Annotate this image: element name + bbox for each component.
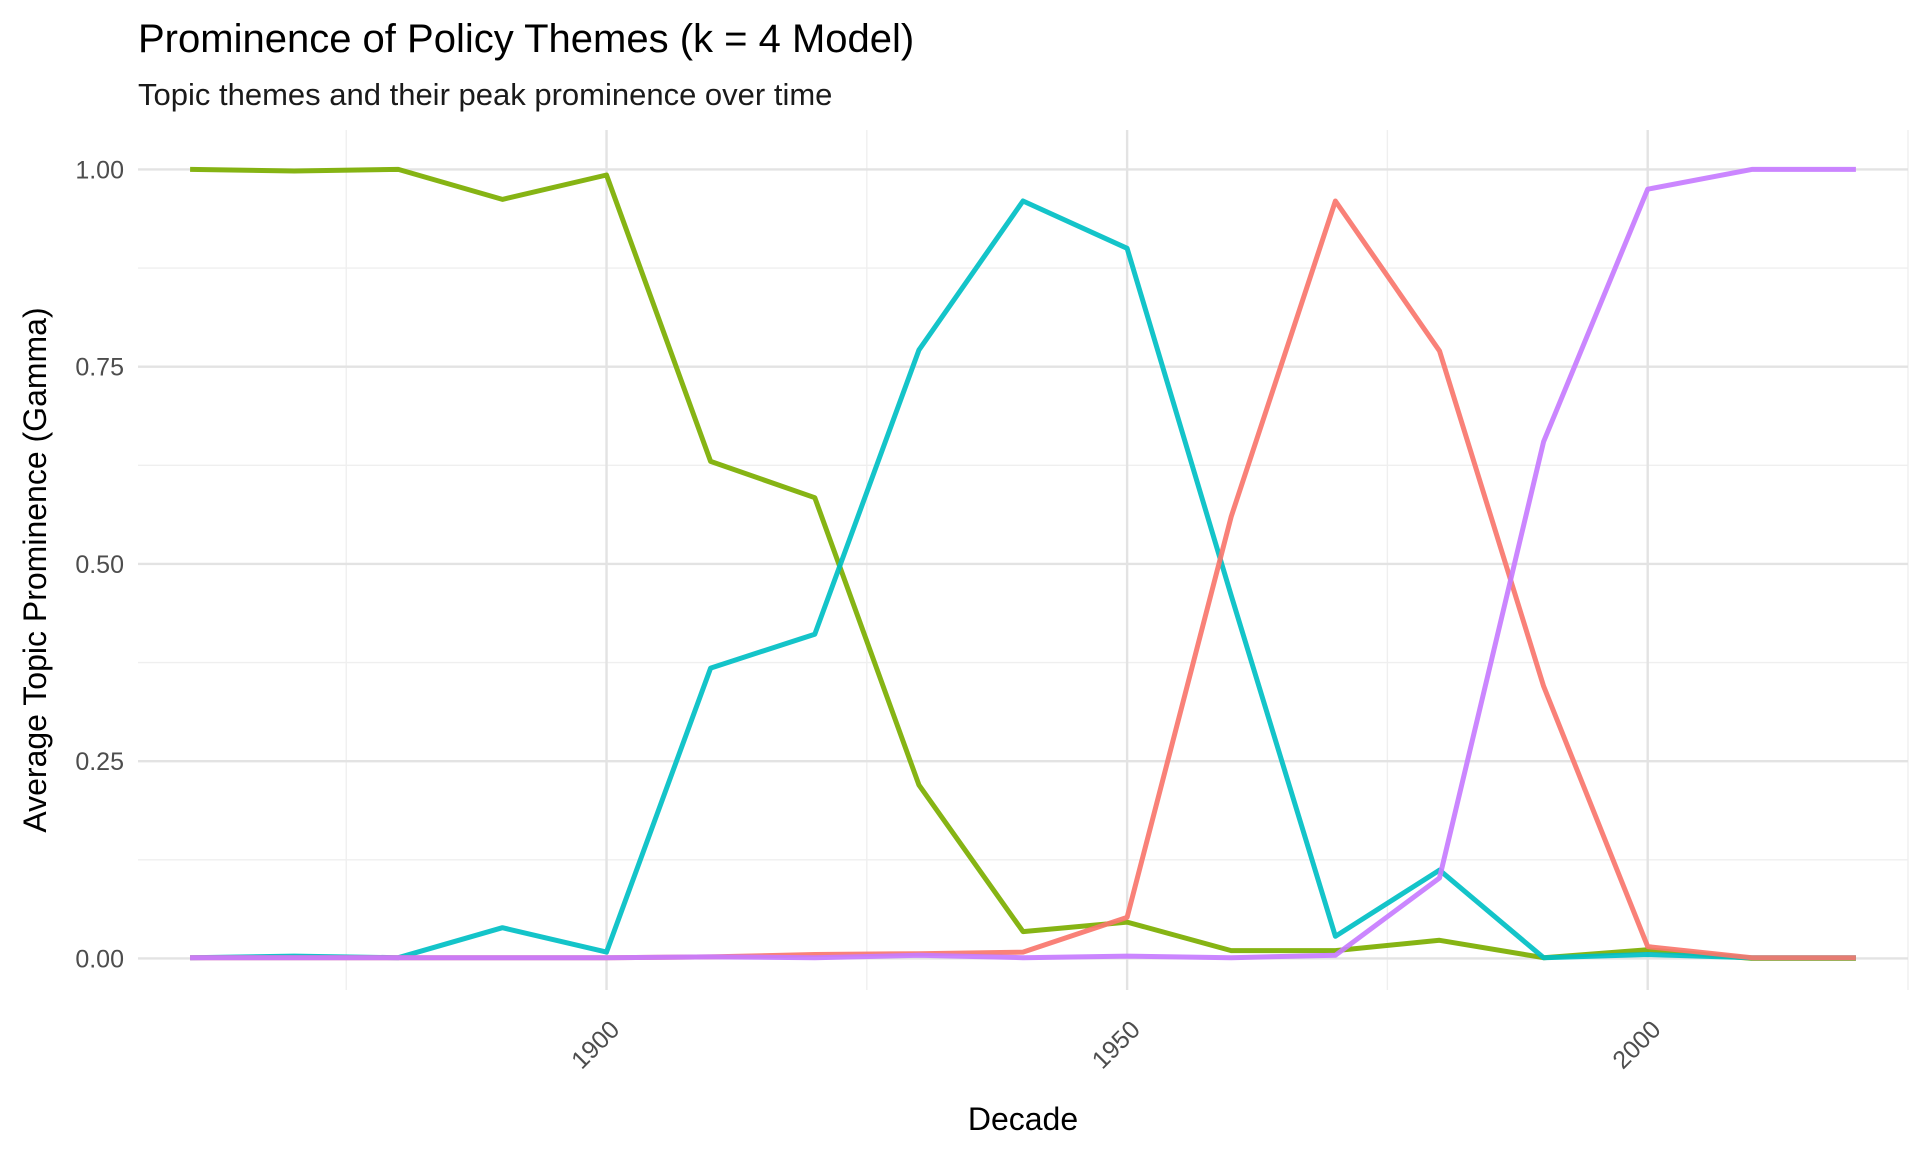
chart-subtitle: Topic themes and their peak prominence o… — [138, 77, 832, 112]
y-tick-label: 1.00 — [75, 156, 124, 184]
y-tick-label: 0.25 — [75, 748, 124, 776]
y-tick-label: 0.00 — [75, 945, 124, 973]
x-tick-label: 1950 — [1087, 1015, 1146, 1074]
x-axis-title: Decade — [968, 1101, 1078, 1137]
y-tick-labels: 0.00 0.25 0.50 0.75 1.00 — [75, 156, 124, 973]
y-tick-label: 0.75 — [75, 354, 124, 382]
series-line-2 — [190, 198, 1856, 961]
chart-title: Prominence of Policy Themes (k = 4 Model… — [138, 17, 914, 61]
grid — [138, 130, 1909, 990]
x-tick-labels: 1900 1950 2000 — [566, 1015, 1666, 1074]
y-axis-title: Average Topic Prominence (Gamma) — [17, 307, 53, 832]
series-lines — [190, 166, 1856, 961]
series-line-4 — [190, 166, 1856, 961]
y-tick-label: 0.50 — [75, 551, 124, 579]
x-tick-label: 2000 — [1607, 1015, 1666, 1074]
x-tick-label: 1900 — [566, 1015, 625, 1074]
series-line-3 — [190, 198, 1856, 961]
